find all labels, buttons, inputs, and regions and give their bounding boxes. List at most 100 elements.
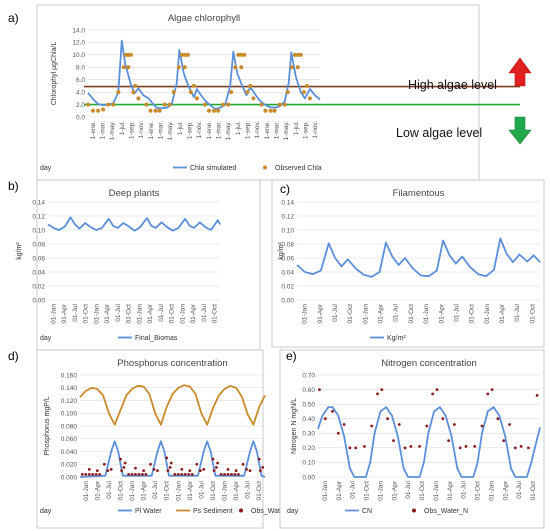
y-tick-label: 0.14	[32, 199, 45, 206]
x-tick-label: 1-sep.	[303, 121, 310, 139]
x-tick-label: 1-nov.	[138, 121, 145, 139]
y-tick-label: 0.10	[302, 460, 315, 467]
data-point	[233, 65, 238, 70]
data-point	[251, 96, 256, 101]
data-point	[191, 83, 196, 88]
x-tick-label: 01-Apr	[502, 480, 509, 500]
chart-panel-a: a) Algae chlorophyll 0.0 2.0 4.0 6.0 8.0 10.0 12…	[8, 4, 520, 181]
data-point	[185, 52, 190, 57]
legend-entry: Chla simulated	[190, 165, 236, 172]
data-point	[435, 388, 439, 391]
x-tick-label: 01-Jan	[179, 304, 186, 324]
data-point	[120, 469, 123, 472]
data-point	[527, 446, 530, 450]
legend-entry: Obs_Water_N	[424, 508, 468, 515]
y-tick-label: 0.06	[32, 255, 45, 262]
data-point	[106, 469, 110, 472]
data-point	[380, 388, 384, 391]
panel-label: d)	[8, 349, 19, 363]
y-tick-label: 0.00	[32, 297, 45, 304]
x-tick-label: 1-mar.	[158, 121, 165, 140]
data-point	[212, 469, 216, 472]
y-axis-label: Chlorophyl µgChla/L	[51, 42, 58, 106]
legend-entry: Ps Sediment	[193, 508, 233, 515]
x-tick-label: 01-Jan	[488, 481, 495, 501]
x-tick-label: 1-mar.	[274, 121, 281, 140]
data-point	[165, 456, 169, 460]
legend-swatch	[412, 508, 416, 513]
x-tick-label: 1-ene.	[206, 121, 213, 140]
series-line-chla-simulated	[87, 39, 321, 110]
data-point	[134, 466, 137, 470]
data-point	[183, 473, 187, 476]
y-tick-label: 0.30	[302, 431, 315, 438]
y-tick-label: 0.40	[302, 416, 315, 423]
data-point	[180, 468, 184, 471]
data-point	[190, 473, 194, 476]
x-tick-label: 01-Oct	[529, 304, 536, 324]
x-tick-label: 01-Apr	[147, 303, 154, 323]
y-tick-label: 0.10	[32, 227, 45, 234]
x-tick-label: 1-ene.	[264, 121, 271, 140]
x-tick-label: 01-Jul	[198, 480, 205, 498]
y-axis-label: kg/m²	[278, 242, 285, 260]
data-point	[182, 65, 187, 70]
data-point	[171, 90, 176, 95]
data-point	[153, 108, 158, 113]
data-point	[331, 410, 334, 413]
y-tick-label: 0.140	[61, 385, 78, 392]
y-axis-label: kg/m²	[16, 242, 23, 260]
x-tick-label: 01-Oct	[347, 304, 354, 324]
y-tick-label: 0.100	[61, 411, 78, 418]
x-tick-label: 01-Jul	[152, 480, 159, 498]
data-point	[137, 473, 141, 476]
chart-panel-e: e) Nitrogen concentration 0.00 0.10 0.20 0.30…	[279, 349, 545, 529]
x-tick-label: 1-ene.	[90, 121, 97, 140]
x-tick-label: 1-may.	[283, 121, 290, 141]
data-point	[298, 52, 303, 57]
data-point	[149, 462, 152, 466]
series-line-pl-water	[79, 440, 266, 478]
chart-title: Deep plants	[109, 188, 160, 199]
x-tick-label: 01-Jul	[453, 303, 460, 321]
data-point	[144, 102, 149, 107]
x-tick-label: 1-may.	[225, 121, 232, 141]
legend-entry: Obs_Water_P	[251, 508, 295, 515]
data-point	[257, 457, 261, 461]
data-point	[91, 108, 95, 113]
y-axis-label: Nitrogen N mgN/L	[291, 398, 298, 454]
data-point	[216, 108, 221, 113]
panel-frame	[271, 179, 545, 348]
x-tick-label: 01-Oct	[419, 481, 426, 501]
x-tick-label: 01-Oct	[164, 481, 171, 501]
legend-swatch	[263, 165, 267, 170]
x-tick-label: 1-sep.	[129, 121, 136, 139]
data-point	[458, 446, 462, 450]
x-tick-label: 01-Jan	[322, 481, 329, 501]
x-axis-label: day	[40, 165, 52, 172]
y-tick-label: 0.04	[281, 269, 294, 276]
y-tick-label: 0.50	[302, 401, 315, 408]
panel-frame	[36, 4, 480, 181]
y-tick-label: 0.12	[32, 213, 45, 220]
x-tick-label: 01-Apr	[317, 303, 324, 323]
data-point	[229, 90, 234, 95]
y-tick-label: 8.0	[76, 65, 85, 72]
x-tick-label: 1-sep.	[187, 121, 194, 139]
data-point	[323, 417, 327, 421]
data-point	[490, 388, 494, 391]
x-axis-label: day	[40, 508, 52, 515]
data-point	[392, 439, 395, 442]
x-tick-label: 1-mar.	[100, 121, 107, 140]
data-point	[198, 469, 202, 472]
x-tick-label: 01-Jan	[423, 304, 430, 324]
data-point	[141, 473, 144, 476]
data-point	[363, 445, 366, 448]
data-point	[167, 102, 172, 107]
x-tick-label: 01-Jul	[115, 303, 122, 321]
x-tick-label: 01-Apr	[447, 480, 454, 500]
data-point	[162, 102, 167, 107]
x-tick-label: 01-Jan	[93, 304, 100, 324]
data-point	[277, 102, 282, 107]
panel-frame	[279, 349, 545, 529]
